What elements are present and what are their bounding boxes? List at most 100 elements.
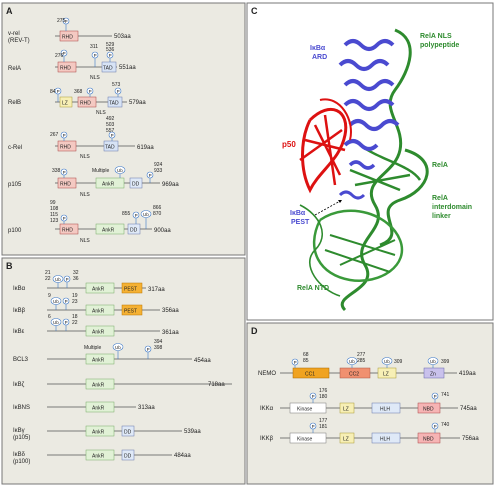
site-number: 368	[74, 89, 83, 95]
p50-ribbon	[299, 98, 352, 194]
site-number: 855	[122, 211, 131, 217]
svg-text:RHD: RHD	[80, 101, 91, 107]
protein-ikbg: IκBγ (p105) AnkR DD 539aa	[13, 425, 201, 441]
site-number: 85	[303, 358, 309, 364]
svg-text:DD: DD	[132, 182, 140, 188]
site-number: 399	[441, 359, 450, 365]
phospho-site	[106, 51, 114, 59]
site-number: 99	[50, 200, 56, 206]
site-number: 275	[57, 18, 66, 24]
svg-text:Ub: Ub	[349, 359, 355, 364]
svg-text:P: P	[135, 213, 138, 218]
site-number: 23	[72, 299, 78, 305]
protein-ikkb: IKKβ Kinase LZ HLH NBD P 177 181 P 740 7…	[260, 418, 479, 444]
protein-p105: p105 RHD AnkR DD NLS P 338 Multiple Ub P…	[8, 162, 179, 198]
label-ntd: RelA NTD	[297, 285, 329, 292]
protein-length: 551aa	[119, 65, 136, 71]
protein-name: IκBβ	[13, 308, 26, 314]
domain-hlh	[371, 432, 401, 444]
site-number: 573	[112, 82, 121, 88]
protein-vrel: v-rel (REV-T) RHD P 275 503aa	[8, 17, 131, 44]
protein-name: p100	[8, 228, 22, 234]
protein-length: 539aa	[184, 429, 201, 435]
svg-text:LZ: LZ	[383, 372, 389, 378]
protein-ikbd: IκBδ (p100) AnkR DD 484aa	[13, 449, 191, 465]
label-linker-3: linker	[432, 213, 451, 220]
site-number: 9	[48, 293, 51, 299]
phospho-site	[86, 87, 94, 95]
protein-length: 317aa	[148, 287, 165, 293]
panel-d-background	[246, 322, 494, 485]
domain-nbd	[417, 432, 441, 444]
rela-ribbon	[312, 209, 404, 283]
svg-text:P: P	[66, 277, 69, 282]
svg-text:HLH: HLH	[380, 407, 390, 413]
protein-ikbb: IκBβ AnkR PEST Ub P 9 19 23 356aa	[13, 293, 179, 316]
site-number: 394	[154, 339, 163, 345]
panel-a-label: A	[6, 6, 13, 16]
phospho-site	[114, 87, 122, 95]
protein-ikka: IKKα Kinase LZ HLH NBD P 176 180 P 741 7…	[260, 388, 477, 414]
site-number: 492	[106, 116, 115, 122]
protein-nemo: NEMO CC1 CC2 LZ Zn P 68 85 Ub 277 285 Ub…	[258, 352, 476, 379]
domain-lz	[339, 432, 355, 444]
site-number: 536	[106, 47, 115, 53]
phospho-site	[54, 87, 62, 95]
ubiquitin-site	[112, 343, 124, 351]
label-p50: p50	[282, 140, 296, 149]
domain-rhd	[57, 177, 77, 189]
domain-ankr	[95, 223, 125, 235]
ubiquitin-site	[381, 357, 393, 365]
protein-ikbz: IκBζ AnkR 718aa	[13, 378, 232, 390]
protein-length: 356aa	[162, 308, 179, 314]
svg-text:AnkR: AnkR	[92, 287, 105, 293]
svg-text:RHD: RHD	[60, 145, 71, 151]
phospho-site	[309, 392, 317, 400]
phospho-site	[60, 214, 68, 222]
svg-text:Zn: Zn	[430, 372, 436, 378]
nls-label: NLS	[80, 154, 90, 160]
phospho-site	[309, 422, 317, 430]
domain-ankr	[85, 304, 115, 316]
svg-text:P: P	[65, 299, 68, 304]
svg-text:P: P	[94, 53, 97, 58]
protein-name: IκBγ	[13, 428, 25, 434]
site-number: 557	[106, 128, 115, 134]
nls-label: NLS	[96, 110, 106, 116]
panel-b-label: B	[6, 261, 13, 271]
svg-text:P: P	[434, 424, 437, 429]
svg-text:AnkR: AnkR	[102, 228, 115, 234]
ubiquitin-site	[114, 166, 126, 174]
svg-text:Kinase: Kinase	[297, 437, 313, 443]
protein-name-sub: (REV-T)	[8, 38, 30, 44]
svg-text:P: P	[434, 394, 437, 399]
panel-c-label: C	[251, 6, 258, 16]
svg-text:LZ: LZ	[343, 437, 349, 443]
protein-length: 484aa	[174, 453, 191, 459]
svg-text:Ub: Ub	[384, 359, 390, 364]
svg-text:P: P	[63, 216, 66, 221]
svg-text:RHD: RHD	[62, 228, 73, 234]
protein-rela: RelA RHD TAD NLS P 276 P 311 P 529 536 5…	[8, 42, 136, 81]
multiple-label: Multiple	[92, 168, 109, 174]
svg-text:Ub: Ub	[53, 299, 59, 304]
site-number: 924	[154, 162, 163, 168]
protein-name: IκBα	[13, 286, 26, 292]
svg-text:P: P	[294, 360, 297, 365]
phospho-site	[60, 168, 68, 176]
svg-text:P: P	[312, 394, 315, 399]
phospho-site	[62, 297, 70, 305]
panel-b-background	[1, 257, 246, 485]
svg-text:Ub: Ub	[115, 345, 121, 350]
label-linker-1: RelA	[432, 195, 448, 202]
svg-text:P: P	[117, 89, 120, 94]
svg-text:AnkR: AnkR	[92, 454, 105, 460]
site-number: 177	[319, 418, 328, 424]
domain-rhd	[59, 30, 79, 42]
panel-d-label: D	[251, 326, 258, 336]
phospho-site	[291, 358, 299, 366]
phospho-site	[62, 17, 70, 25]
domain-cc1	[292, 367, 330, 379]
site-number: 68	[303, 352, 309, 358]
phospho-site	[431, 392, 439, 400]
